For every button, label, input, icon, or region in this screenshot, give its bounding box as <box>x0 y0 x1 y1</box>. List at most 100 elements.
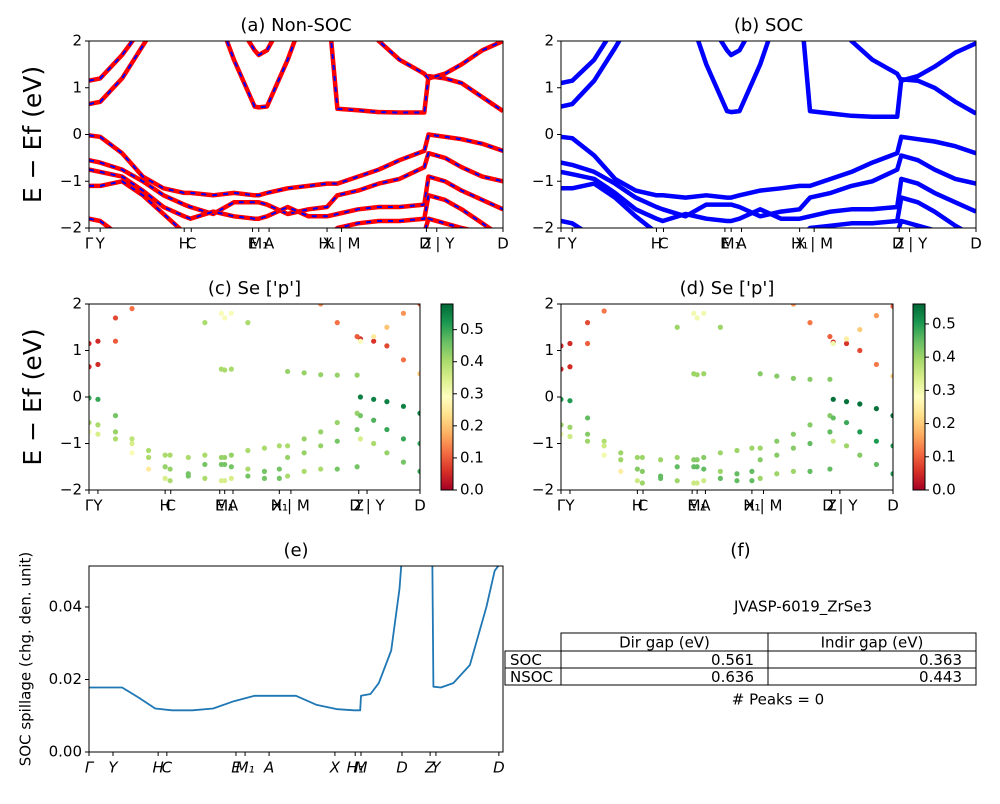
plot-area <box>89 255 420 484</box>
projected-point <box>145 466 152 472</box>
band-line <box>89 566 500 712</box>
x-tick-label: H₁ <box>318 235 335 253</box>
projected-point <box>827 466 833 472</box>
projected-point <box>757 457 763 463</box>
colorbar-tick-label: 0.5 <box>932 314 956 332</box>
projected-point <box>774 452 780 458</box>
projected-point <box>245 473 251 479</box>
projected-point <box>145 447 152 454</box>
projected-point <box>717 468 723 474</box>
x-tick-label: Z <box>421 235 431 253</box>
projected-point <box>354 426 360 433</box>
x-tick-label: H₁ <box>743 497 760 515</box>
projected-point <box>584 431 591 437</box>
colorbar-tick-label: 0.4 <box>932 348 956 366</box>
projected-point <box>186 264 191 269</box>
x-tick-label: Z <box>424 759 436 777</box>
projected-point <box>302 274 307 279</box>
projected-point <box>334 438 340 444</box>
x-tick-label: M₁ <box>249 235 268 253</box>
projected-point <box>890 471 893 477</box>
y-tick-label: 1 <box>72 341 82 359</box>
projected-point <box>807 376 813 382</box>
projected-point <box>601 443 607 449</box>
projected-point <box>357 436 364 442</box>
x-tick-label: C <box>162 759 173 777</box>
projected-point <box>857 452 863 458</box>
projected-point <box>561 431 564 437</box>
projected-point <box>202 461 208 468</box>
projected-point <box>354 464 360 470</box>
panel-title: (d) Se ['p'] <box>680 278 775 299</box>
x-tick-label: M₁ <box>688 497 707 515</box>
column-header: Dir gap (eV) <box>619 634 710 652</box>
projected-point <box>334 372 340 378</box>
y-tick-label: 2 <box>544 295 554 313</box>
projected-point <box>417 440 420 447</box>
projected-point <box>262 255 267 260</box>
projected-point <box>384 450 390 456</box>
projected-point <box>384 324 390 330</box>
y-tick-label: 0 <box>544 125 554 143</box>
projected-point <box>112 315 119 321</box>
colorbar-tick-label: 0.0 <box>932 481 956 499</box>
projected-point <box>129 287 134 292</box>
projected-point <box>222 315 228 321</box>
x-tick-label: X | M <box>795 235 833 253</box>
y-tick-label: −1 <box>532 172 554 190</box>
projected-point <box>400 459 407 465</box>
table-cell <box>767 667 977 686</box>
projected-point <box>857 401 863 407</box>
projected-point <box>807 468 813 474</box>
projected-point <box>561 366 564 372</box>
projected-point <box>95 338 101 344</box>
projected-point <box>639 454 645 461</box>
x-tick-label: X | M <box>745 497 783 515</box>
projected-point <box>734 471 740 477</box>
projected-point <box>658 264 663 269</box>
projected-point <box>749 255 754 260</box>
x-tick-label: C <box>638 497 648 515</box>
projected-point <box>790 431 797 437</box>
y-tick-label: 0 <box>72 125 82 143</box>
projected-point <box>384 343 390 349</box>
projected-point <box>146 274 151 279</box>
projected-point <box>400 436 407 442</box>
projected-point <box>277 255 282 260</box>
projected-point <box>285 255 290 260</box>
projected-point <box>357 338 364 344</box>
band-line <box>561 218 935 228</box>
projected-point <box>717 324 723 330</box>
projected-point <box>371 333 377 340</box>
projected-point <box>95 422 101 428</box>
x-tick-label: E <box>215 497 224 515</box>
x-tick-label: D | Y <box>822 497 858 515</box>
projected-point <box>89 395 92 401</box>
projected-point <box>222 461 228 468</box>
y-tick-label: −2 <box>60 219 82 237</box>
x-tick-label: D <box>493 759 505 777</box>
projected-point <box>890 373 893 379</box>
x-tick-label: E <box>231 759 241 777</box>
projected-point <box>218 310 224 316</box>
projected-point <box>371 440 377 447</box>
x-tick-label: Z <box>354 497 364 515</box>
projected-point <box>827 429 833 435</box>
y-tick-label: −1 <box>60 434 82 452</box>
projected-point <box>749 445 755 451</box>
x-tick-label: A <box>263 759 274 777</box>
y-tick-label: 0 <box>72 388 82 406</box>
x-tick-label: E <box>720 235 729 253</box>
x-tick-label: Y <box>431 759 442 777</box>
colorbar-tick-label: 0.3 <box>460 384 484 402</box>
projected-point <box>400 403 407 409</box>
y-axis-label: SOC spillage (chg. den. unit) <box>17 552 35 767</box>
projected-point <box>584 340 591 347</box>
projected-point <box>384 426 390 433</box>
projected-point <box>567 340 573 347</box>
projected-point <box>640 255 645 260</box>
panel-title: (a) Non-SOC <box>240 15 351 36</box>
y-tick-label: 0.00 <box>49 743 82 761</box>
y-tick-label: 1 <box>544 341 554 359</box>
projected-point <box>162 464 168 470</box>
